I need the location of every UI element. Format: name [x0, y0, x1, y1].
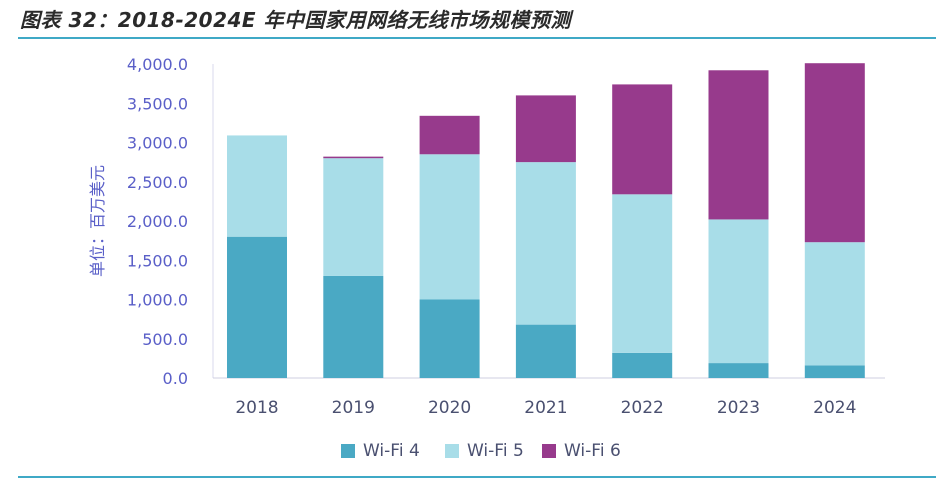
figure-title: 图表 32：2018-2024E 年中国家用网络无线市场规模预测 [20, 8, 572, 32]
bar-wi-fi-5-2023 [708, 219, 769, 364]
bar-wi-fi-4-2024 [804, 365, 865, 378]
bar-wi-fi-6-2019 [323, 156, 384, 159]
y-tick-label: 500.0 [142, 330, 188, 349]
x-tick-label: 2023 [717, 398, 760, 418]
x-tick-label: 2018 [235, 398, 278, 418]
x-tick-label: 2024 [813, 398, 856, 418]
legend-label: Wi-Fi 6 [564, 441, 621, 461]
bar-wi-fi-5-2019 [323, 158, 384, 276]
bar-wi-fi-6-2021 [515, 95, 576, 163]
bar-wi-fi-4-2022 [612, 352, 673, 378]
bar-wi-fi-4-2019 [323, 275, 384, 378]
legend-item: Wi-Fi 5 [445, 441, 524, 461]
y-axis-label: 单位：百万美元 [88, 165, 107, 277]
legend-swatch [341, 444, 355, 458]
y-tick-label: 1,000.0 [127, 291, 188, 310]
y-tick-label: 2,500.0 [127, 173, 188, 192]
y-tick-label: 2,000.0 [127, 212, 188, 231]
bar-wi-fi-5-2021 [515, 162, 576, 325]
bar-wi-fi-5-2024 [804, 242, 865, 366]
y-tick-label: 3,000.0 [127, 134, 188, 153]
y-axis-ticks: 0.0 500.0 1,000.0 1,500.0 2,000.0 2,500.0 3,00… [127, 55, 188, 388]
bar-wi-fi-4-2023 [708, 363, 769, 378]
x-axis-ticks: 2018 2019 2020 2021 2022 2023 2024 [235, 398, 856, 418]
x-tick-label: 2020 [428, 398, 471, 418]
bottom-divider [18, 476, 936, 478]
bar-wi-fi-5-2022 [612, 194, 673, 353]
title-divider [18, 37, 936, 39]
y-tick-label: 4,000.0 [127, 55, 188, 74]
legend-swatch [542, 444, 556, 458]
bar-wi-fi-4-2021 [515, 324, 576, 378]
legend-item: Wi-Fi 6 [542, 441, 621, 461]
bar-wi-fi-4-2020 [419, 299, 480, 378]
bar-wi-fi-4-2018 [227, 236, 287, 378]
bar-wi-fi-6-2022 [612, 84, 673, 195]
bars [227, 63, 865, 378]
x-tick-label: 2021 [524, 398, 567, 418]
x-tick-label: 2019 [332, 398, 375, 418]
legend-item: Wi-Fi 4 [341, 441, 420, 461]
bar-wi-fi-5-2020 [419, 154, 480, 300]
legend-swatch [445, 444, 459, 458]
bar-wi-fi-5-2018 [227, 135, 287, 237]
y-tick-label: 0.0 [163, 369, 188, 388]
legend-label: Wi-Fi 4 [363, 441, 420, 461]
bar-wi-fi-6-2024 [804, 63, 865, 243]
legend-label: Wi-Fi 5 [467, 441, 524, 461]
bar-wi-fi-6-2023 [708, 70, 769, 220]
x-tick-label: 2022 [621, 398, 664, 418]
y-tick-label: 3,500.0 [127, 94, 188, 113]
bar-wi-fi-6-2020 [419, 115, 480, 155]
y-tick-label: 1,500.0 [127, 251, 188, 270]
